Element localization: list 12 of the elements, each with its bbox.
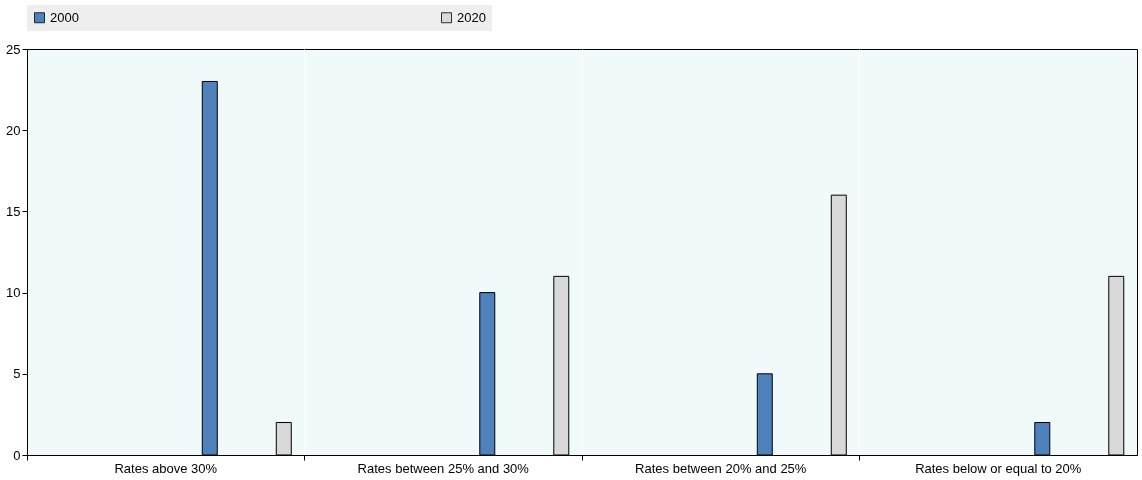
y-tick-label: 5 xyxy=(13,366,21,382)
y-tick-label: 10 xyxy=(6,285,21,301)
x-tick-label: Rates below or equal to 20% xyxy=(915,460,1082,476)
x-tick-label: Rates above 30% xyxy=(114,460,218,476)
y-tick-label: 25 xyxy=(6,41,21,57)
x-tick-label: Rates between 25% and 30% xyxy=(357,460,530,476)
y-tick-label: 20 xyxy=(6,122,21,138)
y-tick-label: 0 xyxy=(13,447,21,463)
y-tick-label: 15 xyxy=(6,203,21,219)
legend-label: 2020 xyxy=(457,9,486,25)
x-tick-label: Rates between 20% and 25% xyxy=(635,460,807,476)
legend-label: 2000 xyxy=(50,9,79,25)
